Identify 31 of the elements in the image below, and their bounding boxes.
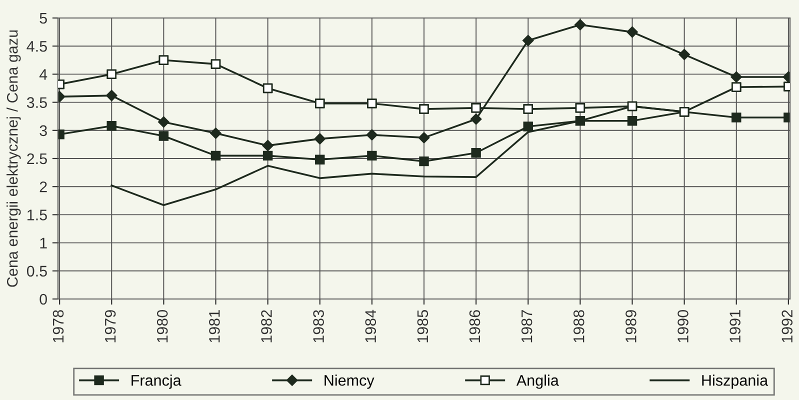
- x-tick-label: 1979: [104, 310, 116, 342]
- legend-label: Francja: [132, 374, 182, 389]
- x-tick-label: 1985: [417, 310, 428, 342]
- x-tick-label: 1983: [313, 310, 324, 342]
- x-tick-label: 1989: [626, 310, 636, 342]
- y-tick-label: 0.5: [26, 266, 47, 277]
- y-tick-label: 1: [40, 238, 47, 248]
- y-axis-title: Cena energii elektrycznej / Cena gazu: [6, 30, 21, 287]
- x-tick-label: 1991: [730, 310, 740, 342]
- y-tick-label: 5: [40, 13, 47, 24]
- y-tick-label: 4.5: [26, 41, 47, 52]
- y-tick-label: 3.5: [26, 97, 47, 108]
- legend-label: Anglia: [516, 374, 559, 389]
- x-tick-label: 1987: [521, 310, 532, 342]
- x-tick-label: 1986: [469, 310, 480, 342]
- x-tick-label: 1984: [365, 310, 376, 342]
- x-tick-label: 1992: [782, 310, 793, 342]
- x-tick-label: 1982: [261, 310, 272, 342]
- y-tick-label: 1.5: [28, 210, 47, 220]
- x-tick-label: 1981: [209, 310, 220, 342]
- x-tick-label: 1980: [156, 310, 168, 342]
- x-tick-label: 1978: [52, 310, 64, 342]
- y-tick-label: 4: [39, 69, 48, 80]
- x-tick-label: 1988: [573, 310, 584, 342]
- legend-label: Niemcy: [324, 374, 374, 389]
- y-tick-label: 3: [40, 125, 47, 136]
- y-tick-label: 2: [40, 181, 47, 192]
- x-tick-label: 1990: [678, 310, 688, 342]
- y-tick-label: 0: [40, 294, 47, 305]
- legend-label: Hiszpania: [702, 374, 768, 389]
- y-tick-label: 2.5: [27, 153, 47, 164]
